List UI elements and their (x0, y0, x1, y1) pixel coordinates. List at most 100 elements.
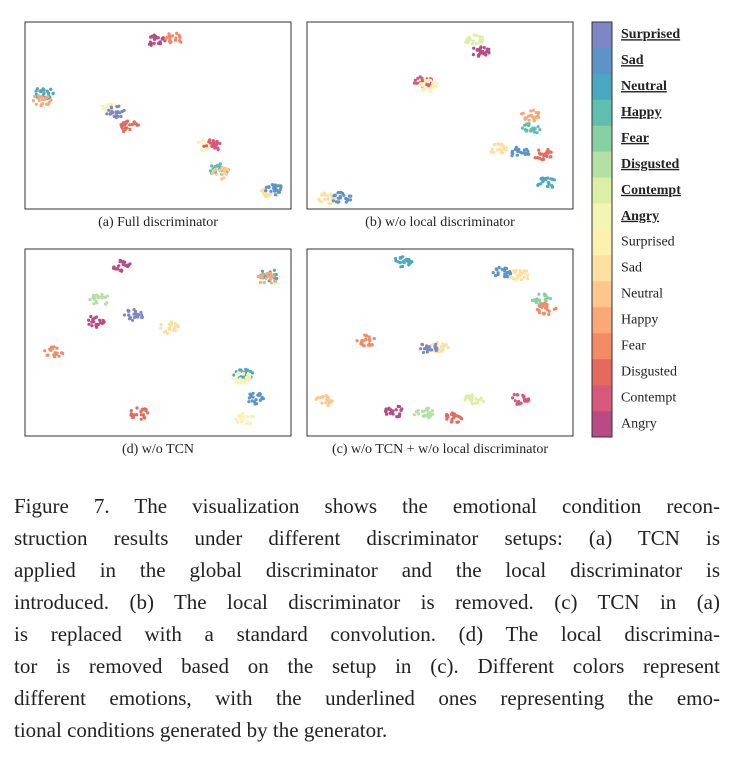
scatter-point (416, 76, 420, 80)
scatter-point (139, 413, 143, 417)
scatter-point (502, 145, 506, 149)
scatter-point (513, 399, 517, 403)
scatter-point (265, 191, 269, 195)
scatter-point (537, 111, 541, 115)
scatter-point (261, 188, 265, 192)
scatter-point (105, 301, 109, 305)
scatter-point (504, 267, 509, 271)
colorbar-segment (592, 307, 612, 334)
scatter-point (164, 37, 168, 41)
scatter-point (112, 103, 116, 107)
scatter-point (342, 193, 346, 197)
scatter-point (210, 171, 215, 176)
scatter-point (130, 122, 134, 127)
scatter-point (548, 297, 553, 301)
scatter-point (88, 298, 92, 302)
scatter-point (105, 112, 109, 116)
scatter-point (214, 143, 218, 147)
scatter-point (535, 131, 539, 135)
scatter-point (546, 184, 550, 188)
scatter-point (445, 417, 449, 421)
colorbar-segment (592, 229, 612, 256)
scatter-point (163, 330, 167, 334)
scatter-point (435, 81, 439, 85)
scatter-point (51, 92, 55, 96)
scatter-point (129, 409, 133, 413)
scatter-point (316, 395, 320, 400)
scatter-point (467, 394, 471, 398)
scatter-point (208, 141, 213, 145)
scatter-point (324, 394, 328, 398)
scatter-point (90, 324, 94, 328)
scatter-point (248, 375, 252, 379)
scatter-point (539, 177, 543, 181)
scatter-point (535, 115, 539, 119)
scatter-point (264, 189, 268, 193)
scatter-point (253, 402, 257, 406)
scatter-point (327, 398, 331, 402)
scatter-point (421, 409, 425, 413)
scatter-point (347, 194, 352, 198)
scatter-point (133, 309, 138, 313)
scatter-point (111, 266, 116, 270)
scatter-point (241, 411, 245, 415)
scatter-point (159, 326, 163, 330)
scatter-point (537, 292, 541, 296)
scatter-point (266, 274, 270, 278)
legend-label: Neutral (621, 79, 667, 94)
scatter-point (265, 271, 269, 276)
scatter-point (510, 396, 515, 400)
scatter-point (226, 167, 230, 171)
colorbar-segment (592, 333, 612, 360)
scatter-point (508, 272, 512, 276)
scatter-point (549, 150, 553, 154)
scatter-point (247, 400, 251, 404)
scatter-point (218, 141, 222, 145)
scatter-point (102, 320, 106, 324)
scatter-point (420, 342, 424, 346)
scatter-point (144, 408, 148, 412)
scatter-point (128, 316, 133, 320)
scatter-point (260, 269, 265, 273)
scatter-point (500, 267, 504, 271)
scatter-point (505, 275, 509, 279)
scatter-point (232, 373, 236, 377)
scatter-point (134, 315, 138, 319)
scatter-point (446, 346, 450, 350)
scatter-point (92, 302, 96, 306)
scatter-point (419, 347, 423, 351)
scatter-point (542, 312, 546, 316)
scatter-point (224, 172, 229, 176)
scatter-point (324, 401, 328, 405)
scatter-point (415, 81, 419, 85)
scatter-point (120, 126, 124, 130)
scatter-point (198, 140, 202, 144)
scatter-point (505, 270, 509, 275)
scatter-point (93, 296, 97, 300)
scatter-point (516, 273, 520, 277)
scatter-point (520, 126, 525, 130)
scatter-point (320, 192, 325, 196)
scatter-point (272, 268, 276, 272)
scatter-point (324, 193, 328, 197)
scatter-point (118, 268, 122, 272)
scatter-point (323, 197, 327, 201)
scatter-point (495, 148, 499, 152)
scatter-point (481, 38, 485, 42)
scatter-point (489, 150, 493, 154)
scatter-point (139, 310, 143, 314)
scatter-point (127, 313, 131, 317)
scatter-point (545, 308, 549, 312)
scatter-point (532, 117, 536, 121)
scatter-point (239, 420, 244, 424)
legend-label: Angry (621, 416, 657, 431)
scatter-point (240, 381, 244, 385)
scatter-point (238, 416, 243, 420)
scatter-point (384, 410, 388, 414)
scatter-point (449, 420, 453, 424)
scatter-point (519, 278, 524, 282)
scatter-point (513, 271, 517, 275)
scatter-point (173, 38, 178, 42)
scatter-point (135, 312, 139, 316)
